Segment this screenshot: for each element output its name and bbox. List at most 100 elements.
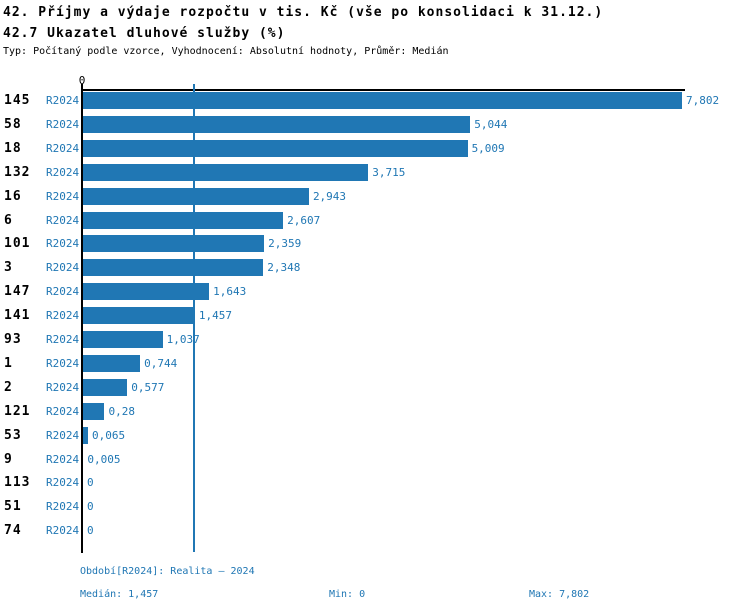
chart-row: 101 R2024 2,359 [0, 235, 750, 253]
y-axis-line [81, 89, 83, 553]
bar-value-label: 0,005 [87, 452, 121, 466]
row-period-label: R2024 [46, 94, 80, 107]
bar-value-label: 1,643 [213, 285, 247, 299]
x-axis-zero-tick [81, 84, 83, 90]
row-id-label: 18 [4, 140, 22, 156]
chart-meta-line: Typ: Počítaný podle vzorce, Vyhodnocení:… [3, 46, 449, 57]
bar-value-label: 0,744 [144, 356, 178, 370]
chart-row: 16 R2024 2,943 [0, 187, 750, 205]
row-period-label: R2024 [46, 213, 80, 227]
bar [83, 378, 128, 396]
chart-row: 3 R2024 2,348 [0, 259, 750, 277]
chart-row: 113 R2024 0 [0, 474, 750, 491]
row-id-label: 6 [4, 212, 13, 228]
bar [83, 211, 284, 229]
chart-row: 51 R2024 0 [0, 498, 750, 515]
chart-row: 141 R2024 1,457 [0, 307, 750, 325]
page-title: 42. Příjmy a výdaje rozpočtu v tis. Kč (… [3, 5, 604, 20]
row-id-label: 147 [4, 284, 31, 300]
bar-value-label: 5,009 [471, 141, 505, 155]
chart-row: 1 R2024 0,744 [0, 354, 750, 372]
row-period-label: R2024 [46, 309, 80, 323]
row-period-label: R2024 [46, 117, 80, 131]
row-id-label: 113 [4, 475, 31, 491]
row-period-label: R2024 [46, 285, 80, 299]
bar [83, 92, 682, 109]
footer-max-stat: Max: 7,802 [529, 589, 590, 600]
chart-row: 2 R2024 0,577 [0, 378, 750, 396]
row-period-label: R2024 [46, 452, 80, 466]
x-axis-zero-label: 0 [78, 74, 86, 87]
row-id-label: 58 [4, 116, 22, 132]
row-id-label: 16 [4, 188, 22, 204]
row-id-label: 74 [4, 523, 22, 539]
chart-row: 6 R2024 2,607 [0, 211, 750, 229]
row-period-label: R2024 [46, 165, 80, 179]
bar [83, 163, 369, 181]
chart-row: 9 R2024 0,005 [0, 451, 750, 468]
row-period-label: R2024 [46, 237, 80, 251]
bar-value-label: 2,348 [267, 261, 301, 275]
row-period-label: R2024 [46, 189, 80, 203]
bar-value-label: 0,577 [131, 380, 165, 394]
bar-value-label: 0 [87, 524, 94, 538]
row-id-label: 53 [4, 427, 22, 443]
row-period-label: R2024 [46, 333, 80, 346]
bar-value-label: 0,28 [108, 404, 135, 418]
row-period-label: R2024 [46, 428, 80, 442]
bar-value-label: 2,607 [287, 213, 321, 227]
footer-period-label: Období[R2024]: Realita – 2024 [80, 566, 255, 577]
bar [83, 235, 265, 253]
row-period-label: R2024 [46, 356, 80, 370]
row-id-label: 132 [4, 164, 31, 180]
bar [83, 283, 210, 301]
row-id-label: 51 [4, 499, 22, 515]
chart-row: 53 R2024 0,065 [0, 426, 750, 444]
row-period-label: R2024 [46, 404, 80, 418]
row-period-label: R2024 [46, 261, 80, 275]
bar [83, 115, 471, 133]
bar [83, 426, 88, 444]
row-id-label: 3 [4, 260, 13, 276]
bar-value-label: 1,457 [198, 309, 232, 323]
bar [83, 187, 309, 205]
bar-value-label: 3,715 [372, 165, 406, 179]
bar-value-label: 5,044 [474, 117, 508, 131]
chart-row: 132 R2024 3,715 [0, 163, 750, 181]
bar-value-label: 1,037 [166, 333, 200, 346]
bar-value-label: 0 [87, 476, 94, 490]
chart-row: 18 R2024 5,009 [0, 139, 750, 157]
bar [83, 331, 163, 348]
bar-value-label: 0 [87, 500, 94, 514]
x-axis-line [82, 89, 685, 91]
row-id-label: 1 [4, 355, 13, 371]
row-period-label: R2024 [46, 524, 80, 538]
row-period-label: R2024 [46, 380, 80, 394]
row-period-label: R2024 [46, 476, 80, 490]
bar [83, 307, 195, 325]
chart-row: 93 R2024 1,037 [0, 331, 750, 348]
row-id-label: 101 [4, 236, 31, 252]
bar [83, 402, 105, 420]
footer-median-stat: Medián: 1,457 [80, 589, 159, 600]
chart-row: 147 R2024 1,643 [0, 283, 750, 301]
chart-row: 74 R2024 0 [0, 522, 750, 539]
bar-value-label: 2,943 [312, 189, 347, 203]
row-id-label: 145 [4, 93, 31, 108]
row-id-label: 121 [4, 403, 31, 419]
bar [83, 354, 141, 372]
row-id-label: 9 [4, 451, 13, 467]
bar [83, 259, 264, 277]
row-period-label: R2024 [46, 141, 80, 155]
chart-row: 121 R2024 0,28 [0, 402, 750, 420]
bar [83, 139, 468, 157]
row-id-label: 93 [4, 332, 22, 347]
chart-row: 58 R2024 5,044 [0, 115, 750, 133]
bar-value-label: 7,802 [686, 94, 720, 107]
row-id-label: 2 [4, 379, 13, 395]
chart-subtitle-indicator: 42.7 Ukazatel dluhové služby (%) [3, 26, 286, 41]
chart-row: 145 R2024 7,802 [0, 92, 750, 109]
bar-value-label: 0,065 [91, 428, 126, 442]
